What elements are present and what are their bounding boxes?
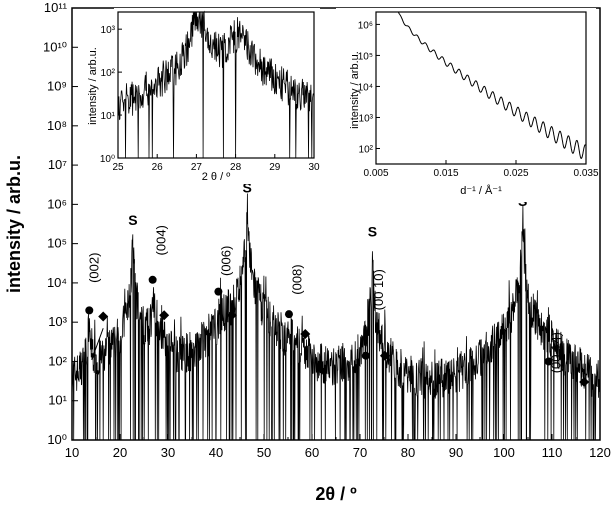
circle-marker [214, 287, 223, 296]
diamond-marker [98, 311, 109, 322]
x-tick-label: 50 [257, 445, 271, 460]
x-tick-label: 90 [449, 445, 463, 460]
inset-left-x-tick-label: 27 [191, 162, 203, 173]
inset-right-ticks: 0.005 0.015 0.025 0.035 10² 10³ 10⁴ 10⁵ 10⁶ [358, 20, 599, 179]
inset-right-frame [375, 11, 587, 165]
inset-right-y-tick-label: 10⁵ [358, 51, 373, 62]
inset-right-x-tick-label: 0.025 [503, 168, 528, 179]
x-axis-title: 2θ / º [315, 484, 357, 504]
inset-right-y-tick-label: 10⁶ [358, 20, 373, 31]
substrate-peak-label: S [243, 180, 252, 196]
main-annotations: (002)(004)(006)(008)(00 10)(00 14)SSSS [85, 180, 590, 387]
miller-index-label: (006) [218, 246, 233, 276]
inset-left-y-tick-label: 10³ [101, 25, 116, 36]
miller-index-label: (00 10) [371, 269, 386, 310]
y-tick-label: 10⁸ [47, 118, 67, 133]
main-ticks: 10 20 30 40 50 60 70 80 90 100 110 120 10⁰ 10¹ 10² 10³ 1… [43, 0, 611, 460]
inset-left-chart: 25 26 27 28 29 30 10⁰ 10¹ 10² 10³ 2 θ / º intensi… [87, 8, 320, 184]
inset-left-frame [117, 11, 315, 159]
x-tick-label: 10 [65, 445, 79, 460]
y-tick-label: 10² [48, 353, 67, 368]
x-tick-label: 110 [542, 445, 563, 460]
x-tick-label: 40 [209, 445, 223, 460]
inset-right-x-tick-label: 0.015 [433, 168, 458, 179]
circle-marker [544, 357, 553, 366]
inset-right-y-tick-label: 10³ [359, 113, 374, 124]
inset-left-x-title: 2 θ / º [202, 171, 230, 183]
miller-index-label: (008) [289, 264, 304, 294]
inset-left-spectrum-line [117, 10, 315, 159]
substrate-peak-label: S [368, 224, 377, 240]
inset-left-y-tick-label: 10¹ [101, 111, 116, 122]
inset-right-x-tick-label: 0.005 [363, 168, 388, 179]
diamond-marker [226, 310, 237, 321]
x-tick-label: 100 [493, 445, 515, 460]
diamond-marker [300, 329, 311, 340]
x-tick-label: 20 [113, 445, 127, 460]
circle-marker [85, 306, 94, 315]
y-tick-label: 10⁹ [47, 79, 67, 94]
y-tick-label: 10¹ [48, 393, 67, 408]
x-tick-label: 70 [353, 445, 367, 460]
y-tick-label: 10⁶ [47, 196, 67, 211]
diamond-marker [379, 350, 390, 361]
inset-left-ticks: 25 26 27 28 29 30 10⁰ 10¹ 10² 10³ [100, 25, 320, 173]
inset-right-y-tick-label: 10⁴ [358, 82, 373, 93]
inset-left-x-tick-label: 26 [152, 162, 164, 173]
x-tick-label: 60 [305, 445, 319, 460]
main-spectrum-line [71, 193, 601, 441]
inset-right-curve-line [397, 11, 587, 159]
inset-left-x-tick-label: 29 [269, 162, 281, 173]
substrate-peak-label: S [128, 212, 137, 228]
main-series [71, 193, 601, 441]
inset-right-x-tick-label: 0.035 [573, 168, 598, 179]
y-tick-label: 10¹¹ [44, 0, 68, 15]
y-tick-label: 10⁷ [48, 157, 67, 172]
inset-right-x-title: d⁻¹ / Å⁻¹ [460, 184, 502, 197]
y-tick-label: 10⁵ [47, 236, 67, 251]
inset-left-x-tick-label: 30 [308, 162, 320, 173]
x-tick-label: 30 [161, 445, 175, 460]
miller-index-label: (002) [86, 253, 101, 283]
inset-left-x-tick-label: 25 [112, 162, 124, 173]
diamond-marker [159, 310, 170, 321]
diamond-marker [579, 376, 590, 387]
inset-left-series [117, 10, 315, 159]
inset-right-y-title: intensity / arb.u. [349, 51, 361, 129]
inset-right-chart: 0.005 0.015 0.025 0.035 10² 10³ 10⁴ 10⁵ 10⁶ d⁻¹ … [336, 8, 599, 202]
y-axis-title: intensity / arb.u. [4, 155, 24, 293]
y-tick-label: 10⁰ [47, 432, 67, 447]
inset-right-y-tick-label: 10² [359, 144, 374, 155]
arrow-head [91, 352, 97, 360]
y-tick-label: 10¹⁰ [43, 39, 67, 54]
inset-left-y-tick-label: 10⁰ [100, 154, 115, 165]
inset-left-y-tick-label: 10² [101, 68, 116, 79]
inset-right-bg [336, 8, 596, 202]
circle-marker [284, 310, 293, 319]
x-tick-label: 80 [401, 445, 415, 460]
circle-marker [148, 275, 157, 284]
y-tick-label: 10³ [48, 314, 67, 329]
y-tick-label: 10⁴ [47, 275, 67, 290]
inset-left-y-title: intensity / arb.u. [87, 47, 99, 125]
miller-index-label: (004) [154, 225, 169, 255]
inset-right-series [397, 11, 587, 159]
inset-left-x-tick-label: 28 [230, 162, 242, 173]
circle-marker [361, 351, 370, 360]
miller-index-label: (00 14) [549, 332, 564, 373]
x-tick-label: 120 [589, 445, 611, 460]
